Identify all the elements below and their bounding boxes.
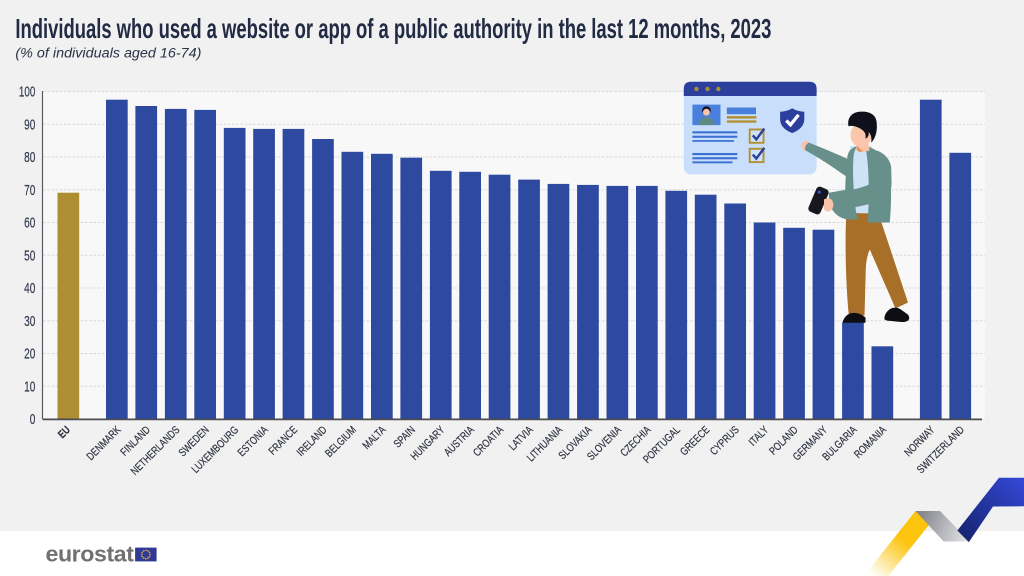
svg-text:AUSTRIA: AUSTRIA [442, 424, 477, 459]
svg-text:ROMANIA: ROMANIA [852, 424, 889, 461]
svg-text:100: 100 [19, 84, 35, 101]
svg-text:CROATIA: CROATIA [471, 424, 506, 459]
svg-text:0: 0 [30, 411, 36, 428]
svg-text:EU: EU [56, 424, 73, 441]
svg-text:20: 20 [24, 346, 35, 363]
svg-text:ITALY: ITALY [747, 424, 772, 449]
svg-text:10: 10 [24, 378, 35, 395]
svg-text:(% of individuals aged 16-74): (% of individuals aged 16-74) [15, 45, 201, 60]
svg-text:30: 30 [24, 313, 35, 330]
svg-text:DENMARK: DENMARK [85, 424, 124, 463]
svg-text:CYPRUS: CYPRUS [708, 424, 742, 458]
svg-text:80: 80 [24, 149, 35, 166]
svg-text:Individuals who used a website: Individuals who used a website or app of… [15, 13, 771, 44]
svg-text:BELGIUM: BELGIUM [323, 424, 359, 460]
svg-text:FRANCE: FRANCE [267, 424, 301, 458]
svg-text:eurostat: eurostat [46, 542, 135, 567]
svg-text:SPAIN: SPAIN [392, 424, 418, 450]
svg-text:MALTA: MALTA [361, 424, 389, 452]
svg-text:40: 40 [24, 280, 35, 297]
svg-text:60: 60 [24, 215, 35, 232]
svg-text:GREECE: GREECE [678, 424, 713, 459]
svg-text:70: 70 [24, 182, 35, 199]
svg-text:50: 50 [24, 247, 35, 264]
svg-text:90: 90 [24, 116, 35, 133]
svg-text:ESTONIA: ESTONIA [236, 424, 271, 459]
